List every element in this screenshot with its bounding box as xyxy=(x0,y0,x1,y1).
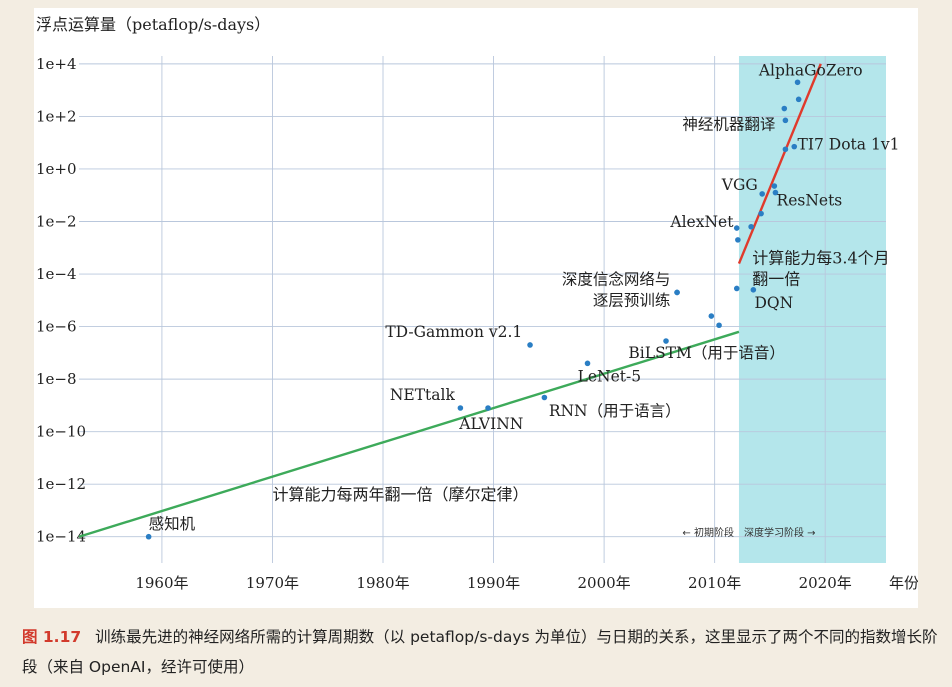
x-tick-label: 1990年 xyxy=(467,574,520,592)
data-point xyxy=(527,342,533,348)
chart-panel: 浮点运算量（petaflop/s-days） 年份 1e+4 1e+2 1e+0 1e… xyxy=(34,8,918,608)
figure-caption: 图 1.17 训练最先进的神经网络所需的计算周期数（以 petaflop/s-da… xyxy=(22,622,942,682)
x-tick-label: 2010年 xyxy=(688,574,741,592)
x-tick-label: 1980年 xyxy=(356,574,409,592)
trend-label: 计算能力每两年翻一倍（摩尔定律） xyxy=(272,485,528,504)
x-axis-label: 年份 xyxy=(889,574,918,592)
chart: 浮点运算量（petaflop/s-days） 年份 1e+41e+21e+01e… xyxy=(36,15,918,592)
data-point xyxy=(485,405,491,411)
grid xyxy=(79,56,886,563)
point-label: TD-Gammon v2.1 xyxy=(385,323,522,341)
x-tick-label: 2020年 xyxy=(799,574,852,592)
y-tick-labels: 1e+4 1e+2 1e+0 1e−2 1e−4 1e−6 1e−8 1e−10 1e−12 1e… xyxy=(36,55,86,546)
y-tick-label: 1e−10 xyxy=(36,423,86,441)
point-label: VGG xyxy=(721,176,758,194)
data-point xyxy=(733,285,740,292)
data-point xyxy=(716,322,722,329)
point-label: NETtalk xyxy=(390,386,456,404)
point-label: 逐层预训练 xyxy=(593,292,671,310)
point-label: ResNets xyxy=(777,192,843,210)
point-label: 感知机 xyxy=(149,515,196,533)
deep-learning-stage-label: 深度学习阶段 → xyxy=(744,526,816,539)
trend-line-ai xyxy=(737,63,822,264)
figure-number: 图 1.17 xyxy=(22,628,82,646)
trend-lines xyxy=(78,63,822,538)
y-tick-label: 1e−8 xyxy=(36,370,77,388)
data-point xyxy=(541,394,548,401)
y-axis-label: 浮点运算量（petaflop/s-days） xyxy=(36,15,270,34)
data-point xyxy=(708,313,715,319)
data-point xyxy=(750,286,757,293)
data-point xyxy=(772,189,779,196)
point-label: 深度信念网络与 xyxy=(562,270,671,289)
y-tick-label: 1e+4 xyxy=(36,55,77,73)
point-label: AlphaGoZero xyxy=(758,62,863,80)
data-point xyxy=(782,146,789,153)
data-point xyxy=(733,225,740,231)
data-point xyxy=(758,210,764,217)
y-tick-label: 1e−2 xyxy=(36,212,77,230)
y-tick-label: 1e+2 xyxy=(36,107,77,125)
data-point xyxy=(457,405,464,411)
trend-line-moore xyxy=(78,330,740,538)
x-tick-labels: 1960年 1970年 1980年 1990年 2000年 2010年 2020年 xyxy=(135,574,851,592)
point-label: DQN xyxy=(754,294,793,312)
y-tick-label: 1e−14 xyxy=(36,528,86,546)
trend-label: 翻一倍 xyxy=(752,270,800,289)
data-point xyxy=(795,96,802,103)
y-tick-label: 1e−12 xyxy=(36,475,86,493)
point-label: RNN（用于语言） xyxy=(549,402,681,420)
data-point xyxy=(781,105,788,112)
data-point xyxy=(145,533,152,540)
point-label: BiLSTM（用于语音） xyxy=(628,344,784,362)
point-label: 神经机器翻译 xyxy=(682,116,776,134)
data-point xyxy=(674,289,680,296)
x-tick-label: 1960年 xyxy=(135,574,188,592)
data-point xyxy=(771,183,778,189)
deep-learning-era-band xyxy=(738,56,886,563)
data-point xyxy=(791,143,798,150)
caption-text: 训练最先进的神经网络所需的计算周期数（以 petaflop/s-days 为单位… xyxy=(22,628,938,676)
y-tick-label: 1e+0 xyxy=(36,160,77,178)
early-stage-label: ← 初期阶段 xyxy=(682,526,734,539)
y-tick-label: 1e−6 xyxy=(36,318,77,336)
data-point xyxy=(735,237,741,243)
data-point xyxy=(759,191,765,197)
point-label: TI7 Dota 1v1 xyxy=(798,135,900,153)
x-tick-label: 1970年 xyxy=(246,574,299,592)
trend-label: 计算能力每3.4个月 xyxy=(752,249,889,268)
data-point xyxy=(782,117,789,124)
point-label: AlexNet xyxy=(669,213,734,231)
data-point xyxy=(794,79,801,86)
data-point xyxy=(584,360,591,367)
data-point xyxy=(748,223,754,230)
data-points xyxy=(145,79,802,540)
y-tick-label: 1e−4 xyxy=(36,265,77,283)
point-label: ALVINN xyxy=(458,415,523,433)
data-point xyxy=(663,338,669,344)
x-tick-label: 2000年 xyxy=(578,574,631,592)
point-label: LeNet-5 xyxy=(578,368,642,386)
